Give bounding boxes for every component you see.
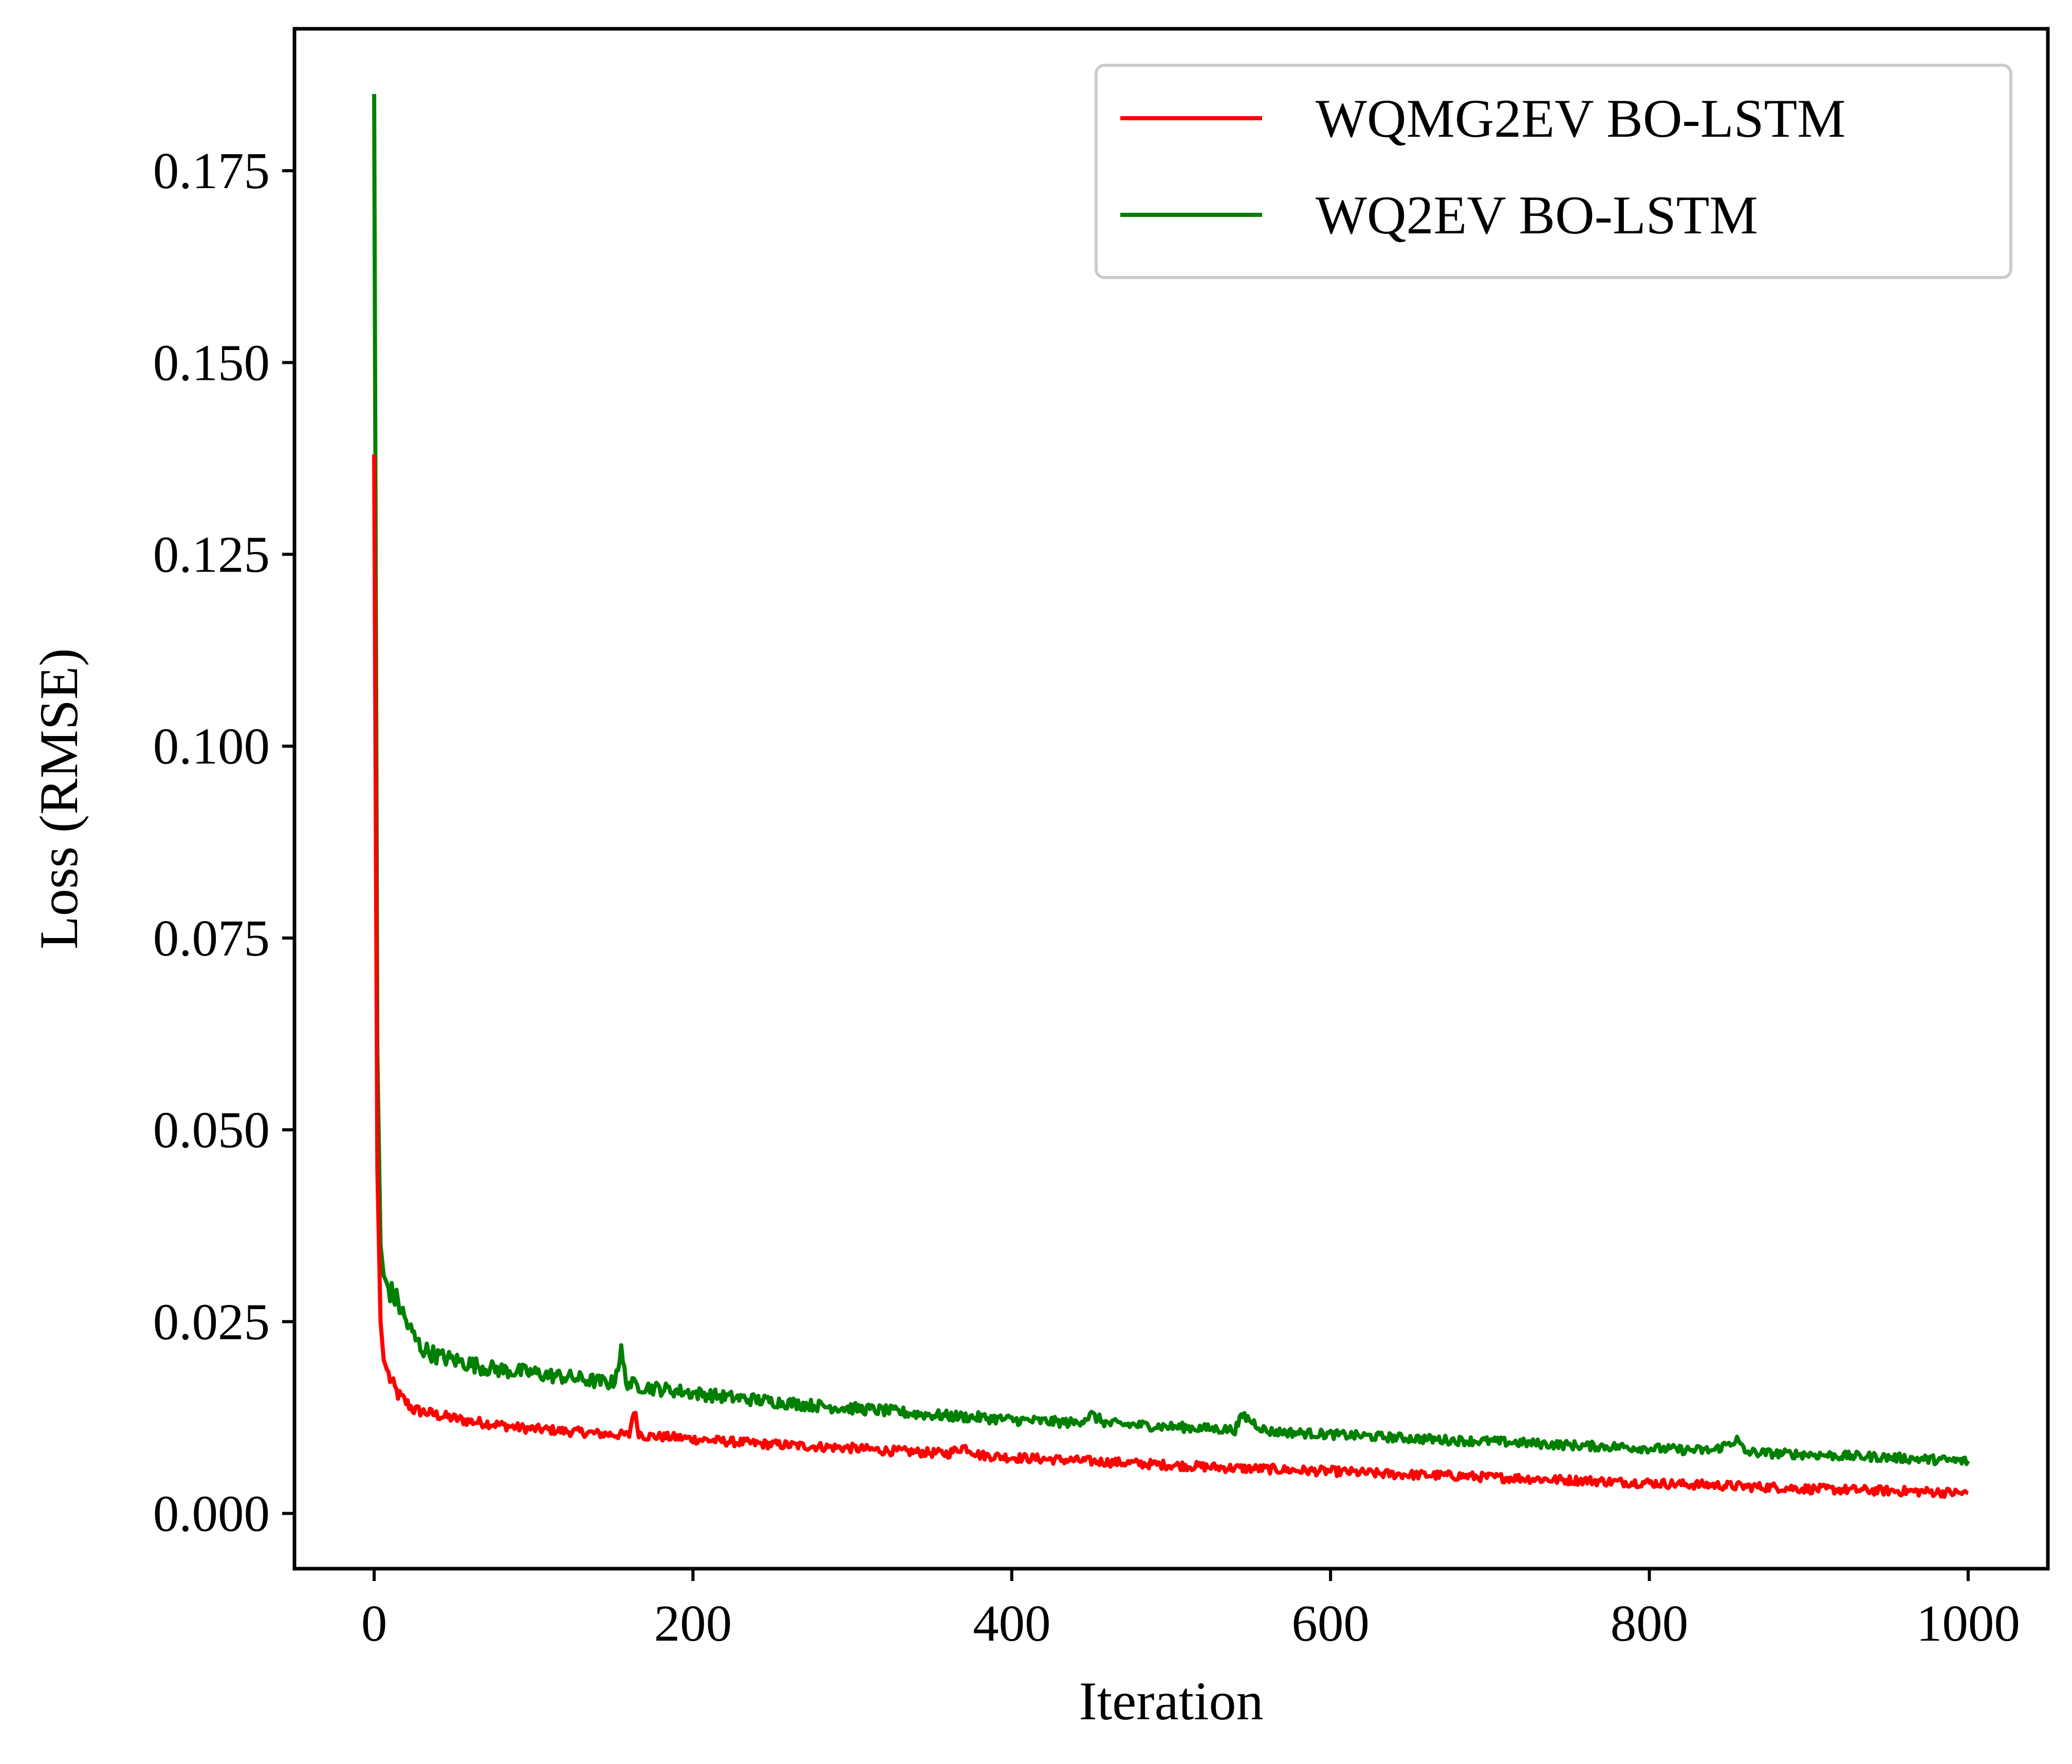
y-tick-label: 0.150 (153, 334, 270, 391)
series-lines (372, 94, 1970, 1499)
legend-box (1095, 64, 2012, 279)
x-axis: 0 200 400 600 800 1000 (361, 1569, 2020, 1652)
y-tick-label: 0.175 (153, 142, 270, 199)
x-tick-label: 200 (654, 1594, 732, 1652)
x-tick-label: 1000 (1916, 1594, 2020, 1652)
y-tick-label: 0.025 (153, 1293, 270, 1350)
series-line-wq2ev (372, 94, 1970, 1466)
y-tick-label: 0.050 (153, 1101, 270, 1159)
legend-label-wqmg2ev: WQMG2EV BO-LSTM (1316, 88, 1846, 149)
x-tick-label: 400 (973, 1594, 1051, 1652)
plot-area-frame (292, 27, 2050, 1571)
x-axis-title: Iteration (1079, 1671, 1263, 1731)
legend-label-wq2ev: WQ2EV BO-LSTM (1316, 185, 1758, 245)
y-axis: 0.000 0.025 0.050 0.075 0.100 0.125 0.150 0.175 (153, 142, 294, 1542)
y-tick-label: 0.000 (153, 1485, 270, 1542)
y-tick-label: 0.075 (153, 909, 270, 967)
series-line-wqmg2ev (372, 454, 1969, 1499)
x-tick-label: 800 (1611, 1594, 1689, 1652)
y-tick-label: 0.125 (153, 526, 270, 583)
x-tick-label: 0 (361, 1594, 387, 1652)
x-tick-label: 600 (1291, 1594, 1370, 1652)
y-axis-title: Loss (RMSE) (29, 648, 89, 949)
chart-legend: WQMG2EV BO-LSTM WQ2EV BO-LSTM (1095, 64, 2012, 279)
y-tick-label: 0.100 (153, 718, 270, 775)
